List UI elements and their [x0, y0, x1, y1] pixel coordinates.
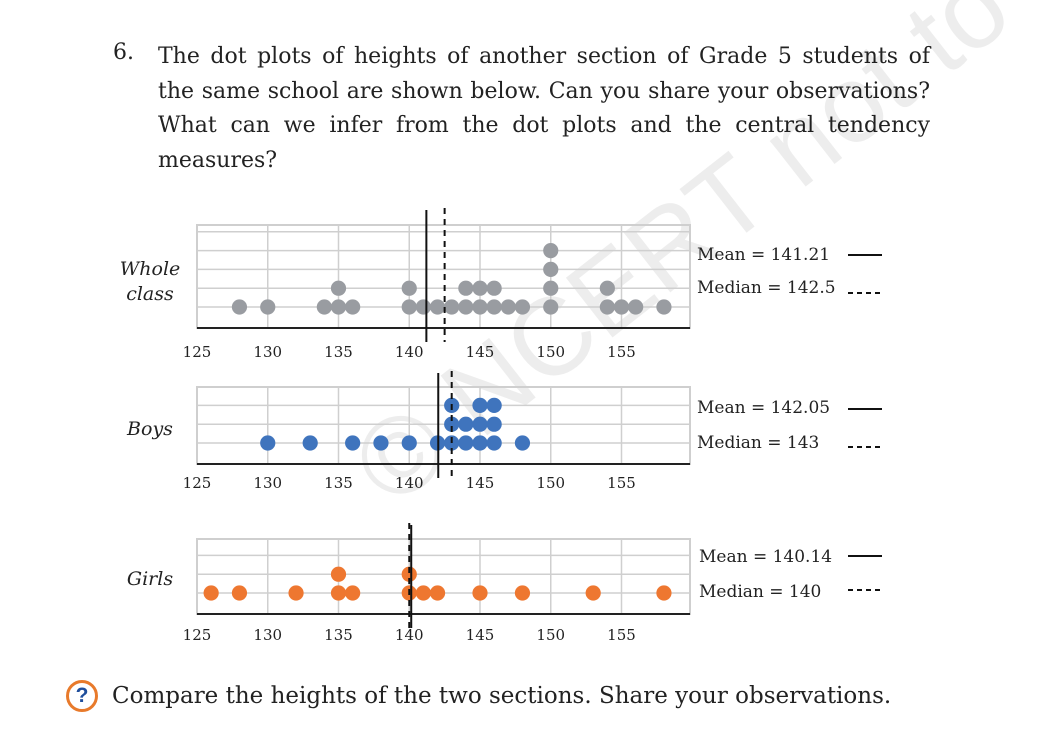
- dot-girls: [401, 566, 417, 582]
- dot-boys: [260, 435, 276, 451]
- dot-whole: [458, 280, 474, 296]
- dot-boys: [373, 435, 389, 451]
- dot-boys: [472, 416, 488, 432]
- dot-girls: [415, 585, 431, 601]
- dot-girls: [585, 585, 601, 601]
- dot-girls: [472, 585, 488, 601]
- tick-label-girls: 150: [536, 626, 565, 644]
- dot-girls: [203, 585, 219, 601]
- question-circle-icon: ?: [66, 680, 98, 712]
- tick-label-girls: 140: [395, 626, 424, 644]
- dot-girls: [429, 585, 446, 601]
- plot-label-whole-class: Whole class: [119, 258, 181, 305]
- tick-label-whole: 135: [324, 343, 353, 361]
- dot-whole: [231, 299, 248, 315]
- dot-boys: [486, 435, 502, 451]
- dot-whole: [472, 280, 488, 296]
- dot-whole: [401, 280, 417, 296]
- legend-median-boys: Median = 143: [697, 433, 820, 453]
- legend-mean-girls: Mean = 140.14: [699, 547, 833, 567]
- dot-boys: [458, 435, 474, 451]
- footer-text: Compare the heights of the two sections.…: [112, 683, 892, 709]
- dot-boys: [486, 397, 502, 413]
- plot-label-boys: Boys: [127, 418, 173, 440]
- dot-whole: [543, 299, 559, 315]
- tick-label-whole: 155: [607, 343, 636, 361]
- tick-label-boys: 155: [607, 474, 636, 492]
- legend-median-girls: Median = 140: [699, 582, 822, 602]
- dot-whole: [613, 299, 630, 315]
- grid-frame-boys: [196, 386, 691, 465]
- dot-boys: [302, 435, 318, 451]
- dot-boys: [444, 416, 460, 432]
- dot-whole: [429, 299, 446, 315]
- dot-whole: [543, 280, 559, 296]
- plot-label-girls: Girls: [126, 568, 174, 590]
- dot-girls: [514, 585, 531, 601]
- dot-whole: [415, 299, 431, 315]
- tick-label-whole: 130: [253, 343, 282, 361]
- dot-whole: [514, 299, 531, 315]
- dot-boys: [472, 435, 488, 451]
- legend-median-whole: Median = 142.5: [697, 278, 836, 298]
- dot-whole: [472, 299, 488, 315]
- dot-boys: [401, 435, 417, 451]
- dot-whole: [345, 299, 361, 315]
- legend-mean-whole: Mean = 141.21: [697, 245, 831, 265]
- dot-whole: [316, 299, 332, 315]
- tick-label-girls: 145: [466, 626, 495, 644]
- dot-whole: [656, 299, 672, 315]
- tick-label-boys: 150: [536, 474, 565, 492]
- dot-whole: [330, 299, 347, 315]
- tick-label-boys: 140: [395, 474, 424, 492]
- dot-whole: [330, 280, 347, 296]
- dot-girls: [656, 585, 672, 601]
- dot-boys: [514, 435, 531, 451]
- dot-boys: [458, 416, 474, 432]
- tick-label-girls: 135: [324, 626, 353, 644]
- dot-whole: [599, 280, 615, 296]
- dot-boys: [472, 397, 488, 413]
- dot-whole: [628, 299, 644, 315]
- tick-label-boys: 145: [466, 474, 495, 492]
- dot-whole: [500, 299, 516, 315]
- grid-frame-girls: [196, 538, 691, 615]
- question-text: The dot plots of heights of another sect…: [158, 44, 930, 173]
- tick-label-whole: 125: [183, 343, 212, 361]
- tick-label-girls: 155: [607, 626, 636, 644]
- tick-label-boys: 125: [183, 474, 212, 492]
- dot-whole: [543, 243, 559, 259]
- dot-whole: [458, 299, 474, 315]
- question-number: 6.: [113, 40, 134, 65]
- dot-whole: [444, 299, 460, 315]
- tick-label-boys: 130: [253, 474, 282, 492]
- dot-whole: [486, 299, 502, 315]
- dot-girls: [330, 566, 347, 582]
- dot-whole: [260, 299, 276, 315]
- footer-prompt: ? Compare the heights of the two section…: [66, 680, 891, 712]
- tick-label-whole: 145: [466, 343, 495, 361]
- tick-label-boys: 135: [324, 474, 353, 492]
- dot-whole: [543, 261, 559, 277]
- dot-whole: [486, 280, 502, 296]
- tick-label-whole: 140: [395, 343, 424, 361]
- legend-mean-boys: Mean = 142.05: [697, 398, 831, 418]
- dot-whole: [401, 299, 417, 315]
- dot-girls: [231, 585, 248, 601]
- dot-girls: [345, 585, 361, 601]
- dot-whole: [599, 299, 615, 315]
- tick-label-whole: 150: [536, 343, 565, 361]
- dot-boys: [486, 416, 502, 432]
- dot-girls: [330, 585, 347, 601]
- dot-girls: [288, 585, 304, 601]
- tick-label-girls: 125: [183, 626, 212, 644]
- dot-boys: [345, 435, 361, 451]
- tick-label-girls: 130: [253, 626, 282, 644]
